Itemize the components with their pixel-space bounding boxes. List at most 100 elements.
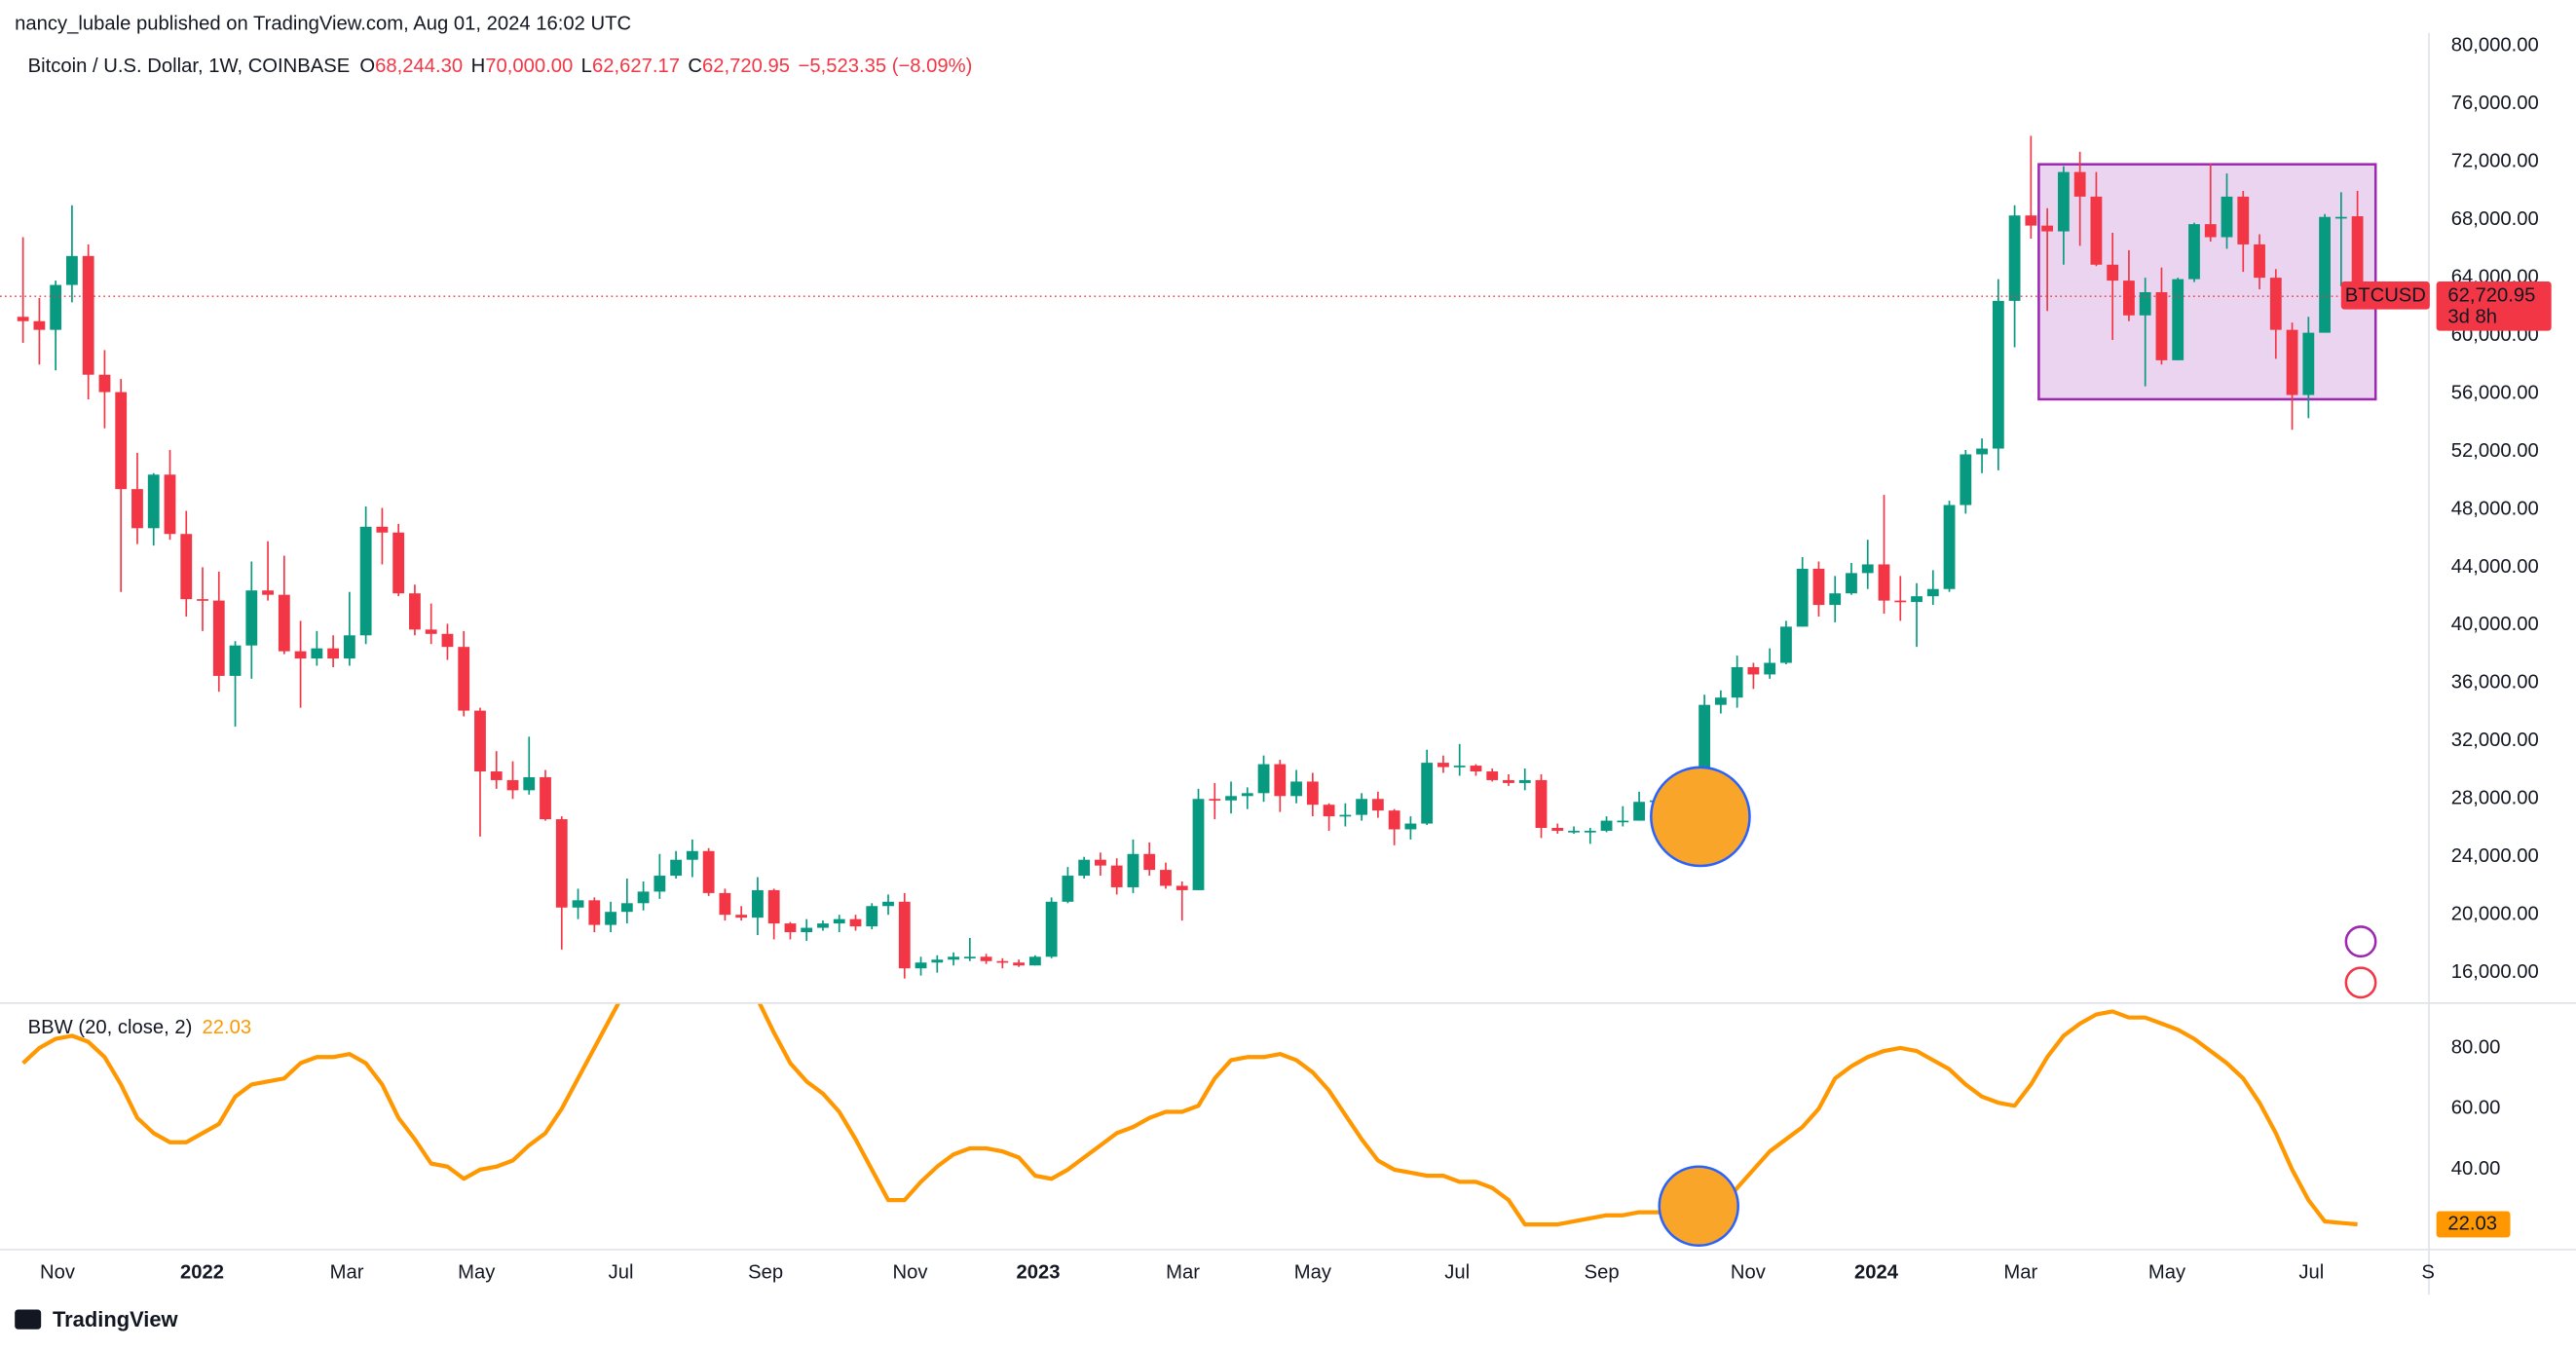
x-tick-label: Mar xyxy=(2003,1262,2037,1284)
candle-body xyxy=(1846,573,1857,594)
x-tick-label: May xyxy=(458,1262,496,1284)
x-tick-label: May xyxy=(2148,1262,2186,1284)
candle-body xyxy=(2057,171,2070,232)
candle-body xyxy=(1028,956,1041,966)
x-tick-label: Jul xyxy=(1444,1262,1470,1284)
candle-body xyxy=(1306,781,1319,806)
candle-body xyxy=(1257,764,1270,794)
y-tick-label: 36,000.00 xyxy=(2451,672,2539,693)
candle-body xyxy=(1731,666,1743,698)
candle-body xyxy=(980,956,992,961)
candle-body xyxy=(1780,626,1792,663)
candle-body xyxy=(784,923,797,933)
x-tick-label: Nov xyxy=(40,1262,76,1284)
candle-body xyxy=(392,532,405,594)
candle-body xyxy=(1274,764,1287,797)
candle-body xyxy=(1503,779,1514,783)
candle-body xyxy=(833,918,845,924)
candle-body xyxy=(1062,876,1074,902)
y-tick-label: 28,000.00 xyxy=(2451,788,2539,809)
candle-body xyxy=(1404,823,1417,830)
candle-body xyxy=(963,956,976,958)
symbol-title: Bitcoin / U.S. Dollar, 1W, COINBASE xyxy=(28,56,351,78)
candle-body xyxy=(17,317,29,321)
event-icon[interactable] xyxy=(2344,966,2377,999)
candle-body xyxy=(817,923,829,928)
x-tick-label: Mar xyxy=(1166,1262,1200,1284)
price-legend: Bitcoin / U.S. Dollar, 1W, COINBASE O68,2… xyxy=(28,56,973,78)
legend-value: 70,000.00 xyxy=(485,56,573,78)
candle-body xyxy=(2286,329,2298,395)
candle-body xyxy=(1290,781,1302,797)
candle-body xyxy=(1633,802,1645,821)
price-badge xyxy=(2436,281,2552,331)
candle-body xyxy=(1943,505,1956,589)
candle-body xyxy=(229,645,242,676)
candle-body xyxy=(327,648,340,659)
y-tick-label: 52,000.00 xyxy=(2451,440,2539,462)
candle-body xyxy=(2221,196,2233,238)
symbol-badge xyxy=(2340,281,2430,310)
x-tick-label: Sep xyxy=(1585,1262,1620,1284)
candle-body xyxy=(931,959,944,963)
candle-body xyxy=(311,648,323,659)
y-tick-label: 56,000.00 xyxy=(2451,382,2539,403)
candle-body xyxy=(376,526,389,533)
legend-value: 68,244.30 xyxy=(375,56,463,78)
candle-body xyxy=(1992,300,2004,449)
y-tick-label: 68,000.00 xyxy=(2451,208,2539,230)
candle-body xyxy=(2123,281,2135,316)
y-tick-label: 32,000.00 xyxy=(2451,730,2539,751)
candle-body xyxy=(1812,568,1825,606)
candle-body xyxy=(474,710,486,772)
candle-body xyxy=(212,600,225,676)
bbw-legend-value: 22.03 xyxy=(202,1017,251,1038)
candle-body xyxy=(637,891,650,904)
candle-body xyxy=(915,962,927,969)
candle-body xyxy=(1600,820,1613,831)
candle-body xyxy=(1013,962,1026,966)
candle-body xyxy=(898,901,911,969)
legend-key: C xyxy=(688,56,702,78)
candle-body xyxy=(1796,568,1809,627)
x-tick-label: Mar xyxy=(330,1262,364,1284)
candle-body xyxy=(605,912,616,925)
event-icon[interactable] xyxy=(2344,925,2377,958)
candle-body xyxy=(164,474,176,535)
x-tick-label: 2024 xyxy=(1854,1262,1899,1284)
candle-body xyxy=(1095,859,1106,866)
candle-body xyxy=(245,590,258,646)
candle-body xyxy=(1176,885,1188,890)
highlight-circle xyxy=(1650,766,1751,868)
candle-body xyxy=(752,889,764,918)
candle-body xyxy=(2008,215,2021,301)
y-tick-label: 80.00 xyxy=(2451,1036,2501,1058)
candle-body xyxy=(719,892,731,916)
candle-body xyxy=(686,850,698,860)
candle-body xyxy=(653,876,666,892)
candle-body xyxy=(1241,793,1253,797)
x-tick-label: May xyxy=(1294,1262,1332,1284)
candle-body xyxy=(506,779,519,791)
candle-body xyxy=(1911,596,1923,603)
candle-body xyxy=(1960,454,1972,506)
bbw-last-label: 22.03 xyxy=(2447,1213,2497,1234)
candle-body xyxy=(1388,810,1400,830)
y-tick-label: 48,000.00 xyxy=(2451,498,2539,519)
candle-body xyxy=(702,850,715,893)
candle-body xyxy=(1878,564,1890,601)
candle-body xyxy=(147,474,160,529)
candle-body xyxy=(2269,278,2282,330)
candle-body xyxy=(180,534,193,600)
candle-body xyxy=(1551,827,1564,831)
candle-body xyxy=(2155,291,2168,360)
candle-body xyxy=(2204,224,2217,238)
candle-body xyxy=(278,594,290,652)
candle-body xyxy=(996,960,1009,963)
candle-body xyxy=(1371,799,1384,811)
candle-body xyxy=(2107,264,2119,281)
candle-body xyxy=(1470,766,1482,772)
candle-body xyxy=(359,526,372,636)
candle-body xyxy=(2041,225,2054,232)
